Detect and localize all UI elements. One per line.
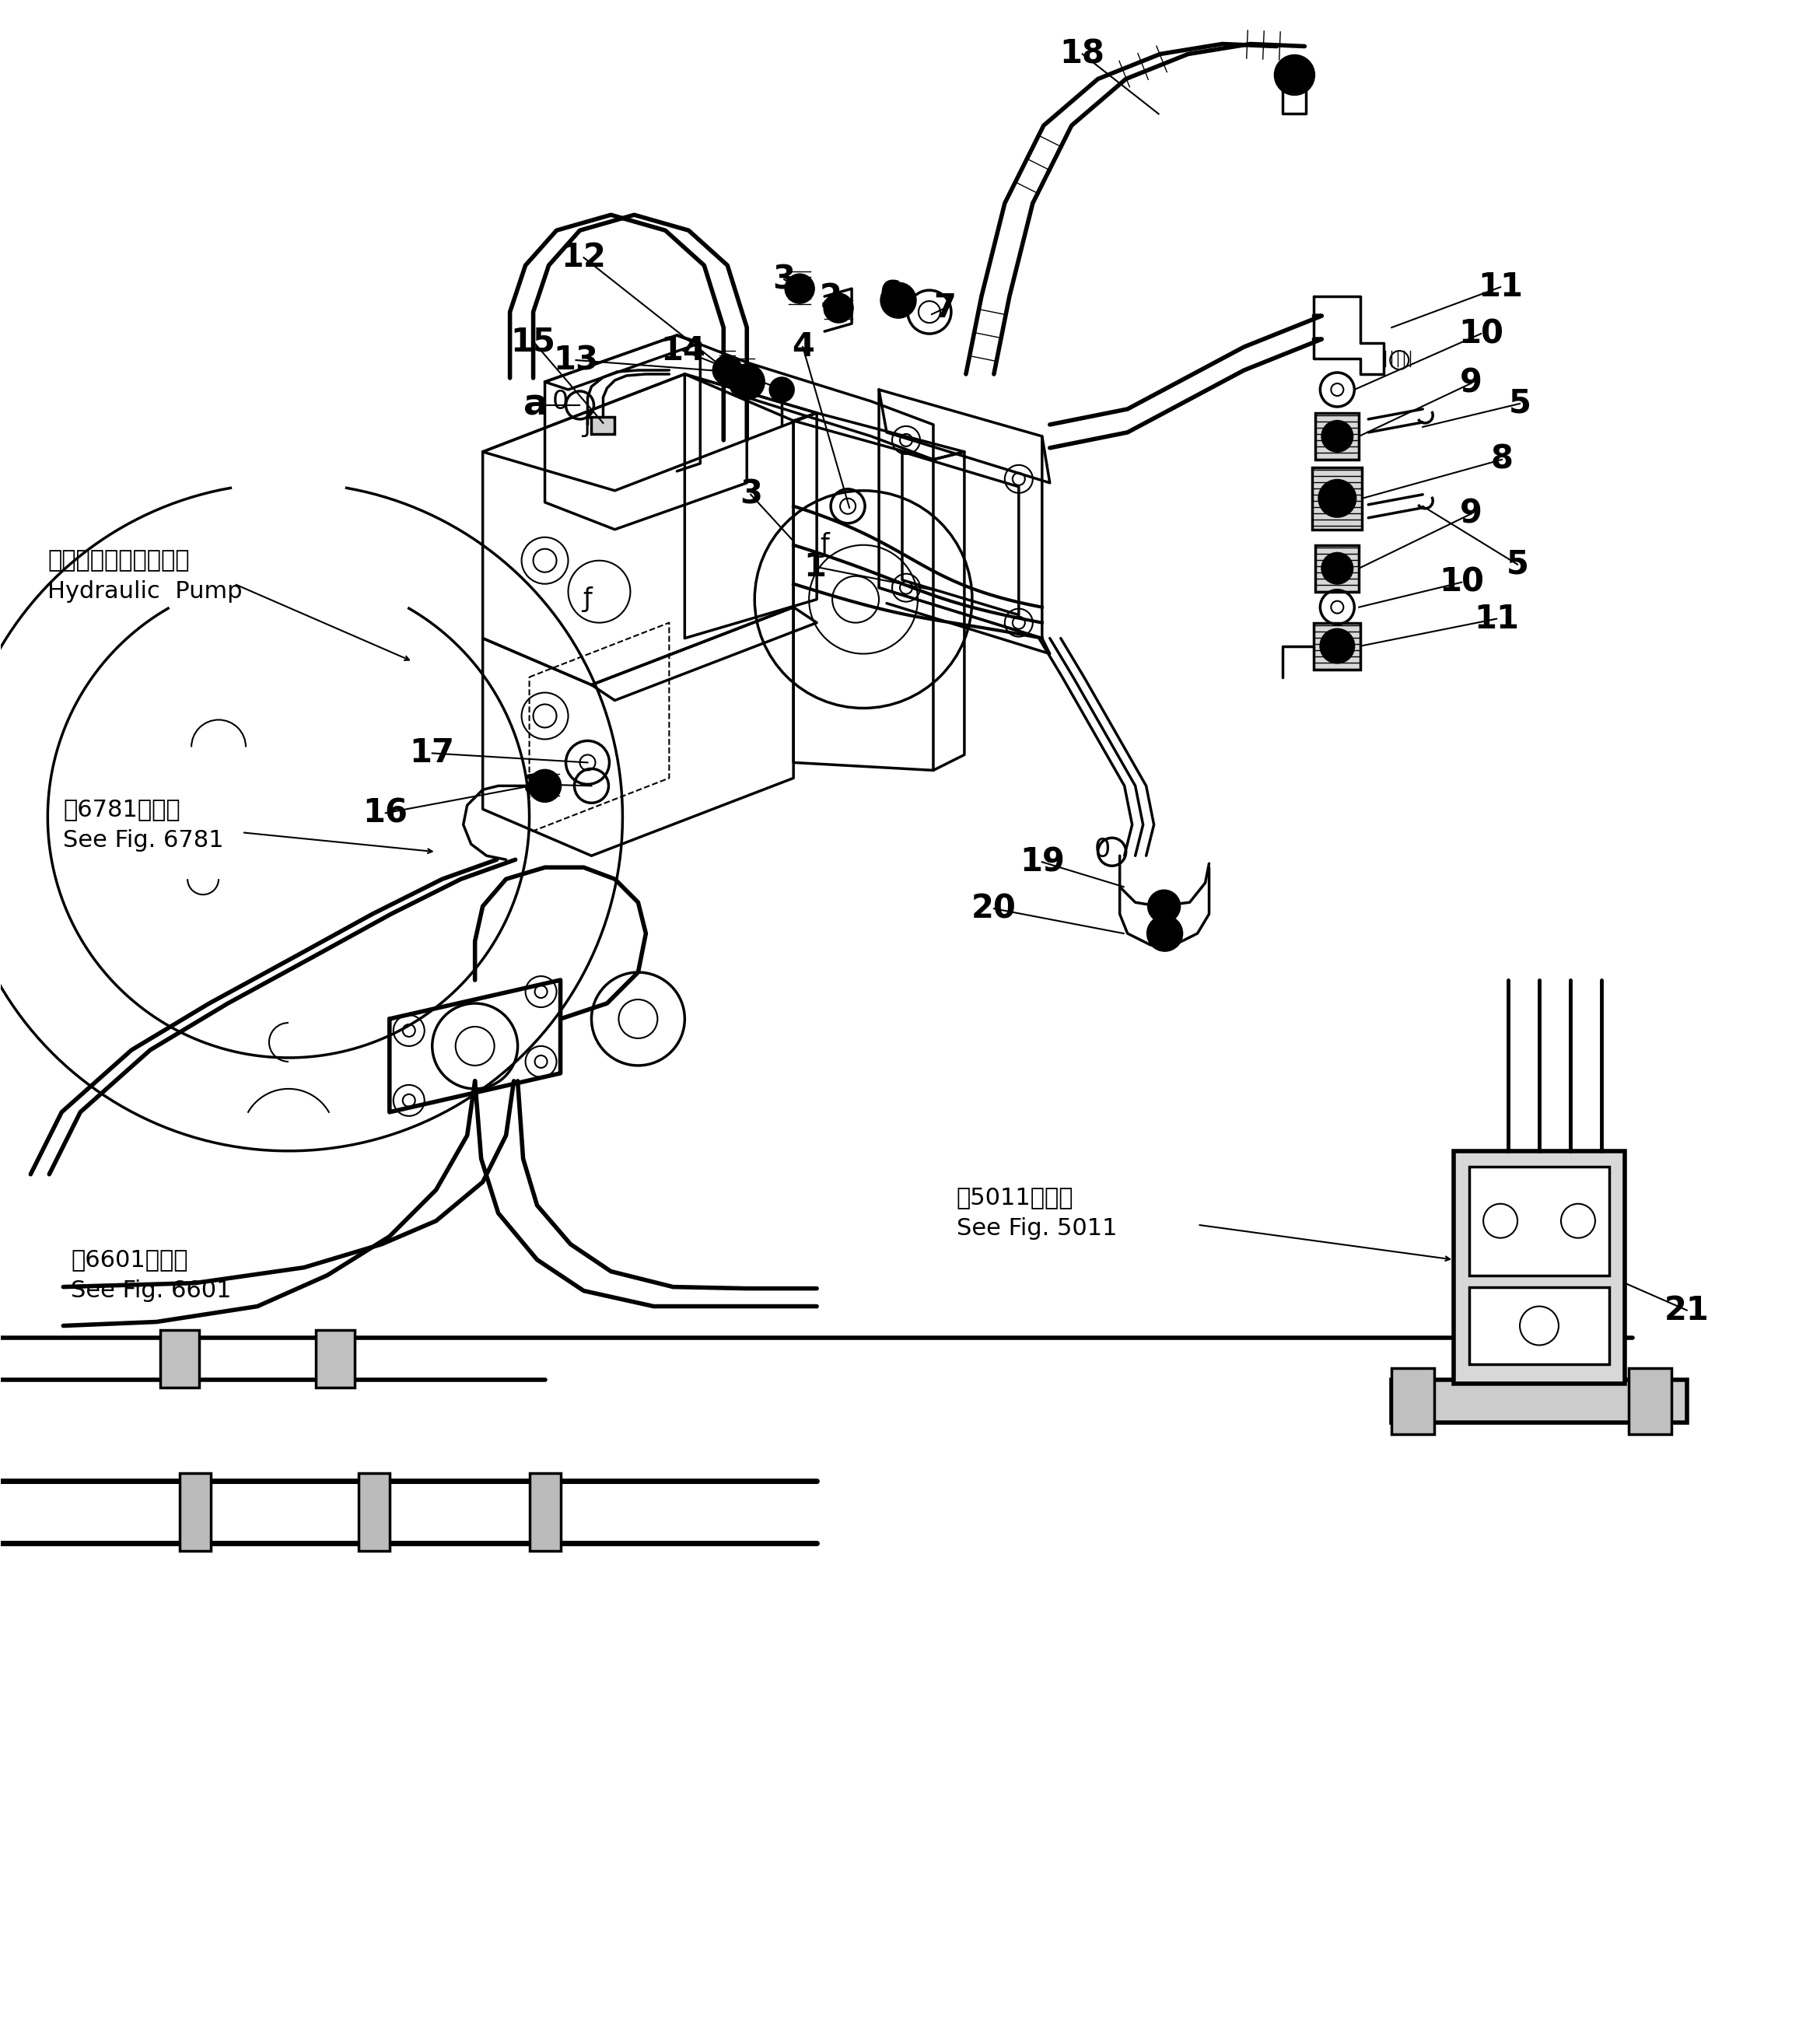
Text: 3: 3 [773,264,795,296]
Text: 第6601図参照: 第6601図参照 [70,1249,188,1271]
Bar [529,1474,560,1551]
Bar [1313,468,1362,529]
Text: 4: 4 [791,331,815,364]
Text: 7: 7 [934,292,955,325]
Text: Hydraulic  Pump: Hydraulic Pump [47,580,242,603]
Circle shape [739,374,755,390]
Circle shape [1322,421,1353,452]
Text: 5: 5 [1508,386,1531,419]
Circle shape [529,771,560,801]
Text: 20: 20 [972,893,1017,926]
Text: 11: 11 [1474,603,1519,636]
Circle shape [1147,916,1181,950]
Text: 1: 1 [804,550,827,583]
Text: 5: 5 [1506,548,1528,580]
Bar [1315,413,1358,460]
Text: ハイドロリックポンプ: ハイドロリックポンプ [47,550,190,572]
Bar [316,1331,354,1388]
Circle shape [825,294,852,323]
Text: 21: 21 [1665,1294,1708,1327]
Text: 第5011図参照: 第5011図参照 [957,1186,1073,1208]
Bar [592,417,614,433]
Text: 6: 6 [880,278,901,311]
Circle shape [769,378,793,401]
Circle shape [1322,552,1353,585]
Text: 9: 9 [1459,368,1483,401]
Circle shape [1275,55,1315,94]
Text: 12: 12 [562,241,607,274]
Text: a: a [524,388,547,423]
Circle shape [1149,891,1179,922]
Circle shape [730,364,764,399]
Bar [1392,1380,1687,1423]
Text: 2: 2 [820,282,842,315]
Text: 3: 3 [739,478,762,511]
Text: See Fig. 6781: See Fig. 6781 [63,830,224,852]
Text: ƒ: ƒ [583,587,592,613]
Text: 11: 11 [1477,270,1522,303]
Circle shape [786,274,815,303]
Circle shape [1320,630,1354,662]
Bar [358,1474,390,1551]
Bar [1470,1288,1609,1365]
Text: 10: 10 [1459,317,1504,350]
Text: 17: 17 [410,738,455,769]
Text: ƒ: ƒ [820,531,829,558]
Circle shape [1318,480,1356,517]
Text: See Fig. 5011: See Fig. 5011 [957,1218,1118,1241]
Bar [1454,1151,1625,1384]
Text: 8: 8 [1490,444,1513,476]
Bar [161,1331,199,1388]
Text: See Fig. 6601: See Fig. 6601 [70,1280,231,1302]
Text: a: a [535,777,554,803]
Bar [1315,623,1360,668]
Text: 0: 0 [1094,836,1111,863]
Circle shape [881,284,916,317]
Text: 13: 13 [553,343,598,376]
Bar [1470,1167,1609,1275]
Text: ƒ: ƒ [583,411,592,437]
Text: 9: 9 [1459,497,1483,529]
Circle shape [713,356,742,384]
Text: 19: 19 [1020,846,1064,879]
Text: a: a [524,766,547,801]
Text: 15: 15 [511,325,556,358]
Bar [1392,1369,1434,1435]
Circle shape [1286,65,1304,84]
Text: 第6781図参照: 第6781図参照 [63,797,181,820]
Text: 10: 10 [1439,566,1485,599]
Bar [1315,546,1358,591]
Bar [181,1474,211,1551]
Text: 14: 14 [661,335,706,368]
Text: 18: 18 [1060,37,1105,69]
Text: 0: 0 [553,388,569,415]
Bar [1629,1369,1671,1435]
Text: 16: 16 [363,797,408,830]
